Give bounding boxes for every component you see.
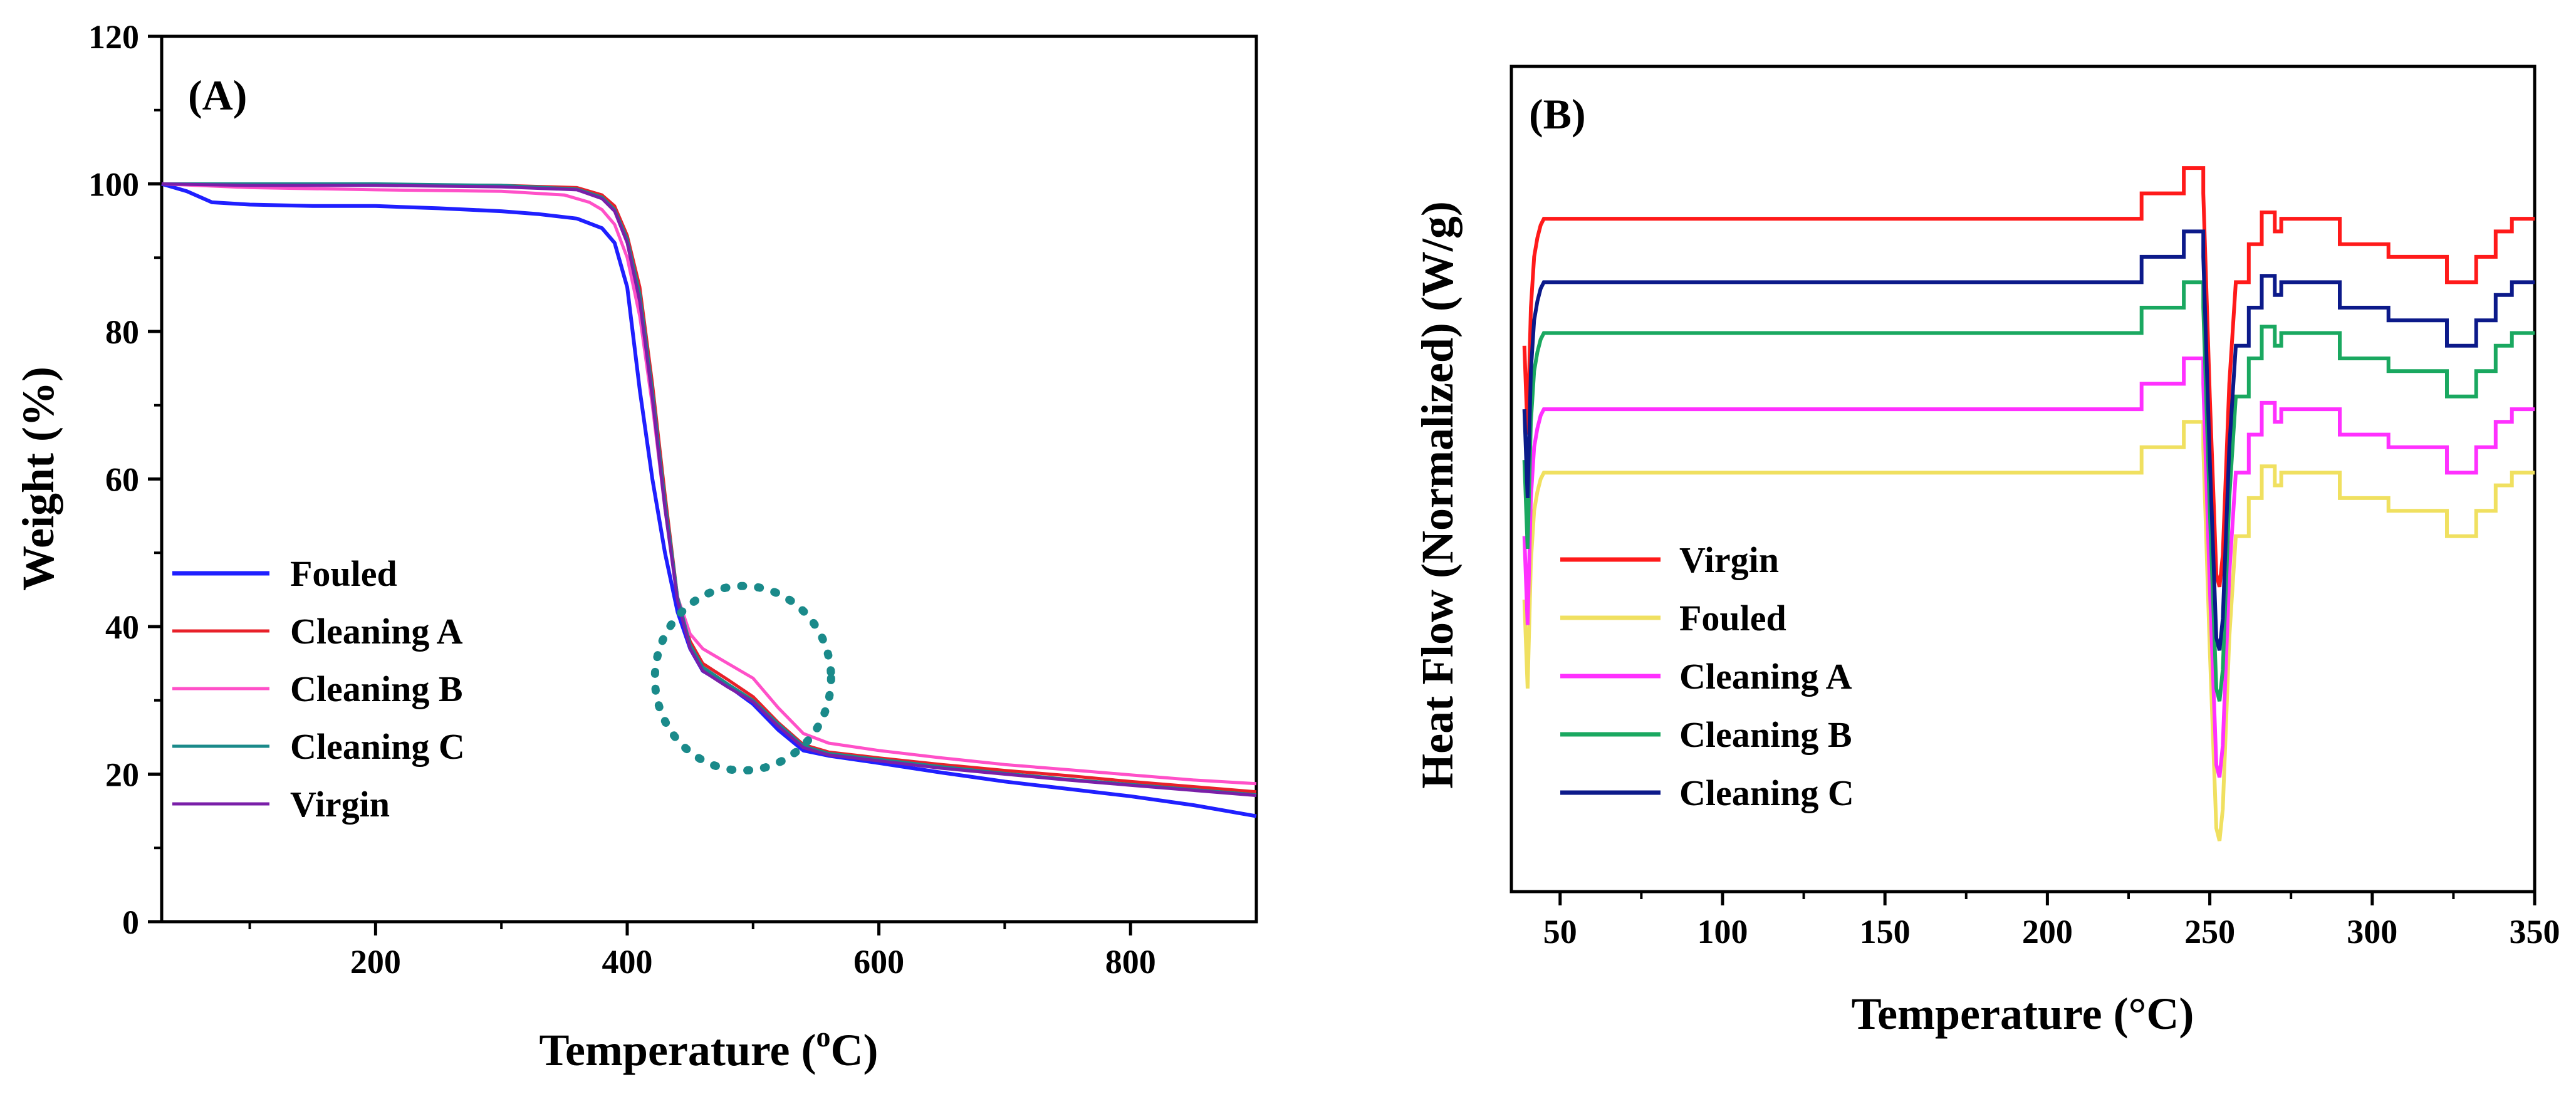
panel-a-legend: Fouled Cleaning A Cleaning B Cleaning C Virg…: [172, 553, 465, 825]
panel-a-x-ticks: 200 400 600 800: [248, 922, 1156, 981]
panel-a: 200 400 600 800 0 20 40 60 80 100 120 (A) Weight …: [13, 18, 1258, 1075]
panel-b-legend-label-cleaning-a: Cleaning A: [1679, 656, 1852, 697]
panel-a-x-axis-title-main: Temperature (: [540, 1025, 816, 1075]
panel-b-x-tick-label: 300: [2347, 913, 2397, 951]
panel-b-legend-label-virgin: Virgin: [1679, 539, 1779, 580]
panel-b-x-tick-label: 200: [2022, 913, 2073, 951]
panel-a-x-tick-label: 600: [853, 943, 904, 981]
panel-a-x-tick-label: 400: [602, 943, 652, 981]
panel-a-series-line-cleaning-b: [161, 182, 1257, 786]
panel-b-x-axis-title: Temperature (°C): [1852, 989, 2194, 1039]
panel-b-label: (B): [1529, 90, 1586, 138]
panel-a-y-axis-title: Weight (%): [13, 367, 63, 591]
panel-a-x-axis-title: Temperature (oC): [540, 1021, 879, 1075]
panel-a-label: (A): [188, 71, 247, 119]
panel-b-x-ticks: 50 100 150 200 250 300 350: [1543, 892, 2560, 951]
panel-b-series-line-cleaning-b: [1522, 280, 2535, 702]
panel-a-x-axis-title-superscript: o: [816, 1021, 830, 1053]
panel-b-legend-label-fouled: Fouled: [1679, 598, 1786, 638]
panel-b-y-axis-title: Heat Flow (Normalized) (W/g): [1412, 201, 1463, 789]
panel-a-y-tick-label: 120: [88, 18, 139, 56]
panel-a-y-tick-label: 0: [122, 904, 139, 941]
panel-b: 50 100 150 200 250 300 350 (B) Heat Flow (Norm…: [1412, 65, 2560, 1039]
panel-a-legend-label-cleaning-c: Cleaning C: [290, 726, 465, 767]
panel-a-y-tick-label: 80: [105, 313, 139, 351]
panel-a-x-axis-title-unit: C): [830, 1025, 878, 1075]
panel-a-series-line-fouled: [161, 182, 1257, 818]
panel-a-x-tick-label: 200: [350, 943, 401, 981]
panel-a-legend-label-cleaning-a: Cleaning A: [290, 611, 463, 652]
panel-a-y-tick-label: 100: [88, 166, 139, 204]
panel-a-series-lines: [161, 182, 1257, 818]
panel-b-x-tick-label: 100: [1697, 913, 1748, 951]
panel-b-legend-label-cleaning-c: Cleaning C: [1679, 773, 1854, 813]
panel-a-legend-label-fouled: Fouled: [290, 553, 397, 594]
panel-a-y-tick-label: 60: [105, 461, 139, 499]
panel-a-y-tick-label: 40: [105, 608, 139, 646]
panel-a-dotted-circle-annotation: [650, 581, 835, 775]
panel-a-legend-label-cleaning-b: Cleaning B: [290, 669, 463, 709]
panel-b-series-line-cleaning-c: [1522, 229, 2535, 651]
panel-b-x-tick-label: 50: [1543, 913, 1577, 951]
panel-b-legend: Virgin Fouled Cleaning A Cleaning B Cleaning…: [1560, 539, 1854, 813]
panel-a-legend-label-virgin: Virgin: [290, 784, 390, 825]
panel-a-y-tick-label: 20: [105, 756, 139, 794]
panel-b-series-line-fouled: [1522, 420, 2535, 841]
panel-a-series-line-virgin: [161, 182, 1257, 798]
panel-b-x-tick-label: 350: [2510, 913, 2560, 951]
panel-b-x-tick-label: 150: [1860, 913, 1911, 951]
panel-b-series-line-virgin: [1522, 166, 2535, 588]
panel-b-plot-frame: [1510, 65, 2537, 893]
panel-a-x-tick-label: 800: [1105, 943, 1156, 981]
panel-b-x-tick-label: 250: [2184, 913, 2235, 951]
panel-b-series-line-cleaning-a: [1522, 357, 2535, 778]
panel-a-y-ticks: 0 20 40 60 80 100 120: [88, 18, 162, 941]
panel-b-series-lines: [1522, 166, 2535, 841]
panel-b-legend-label-cleaning-b: Cleaning B: [1679, 714, 1852, 755]
